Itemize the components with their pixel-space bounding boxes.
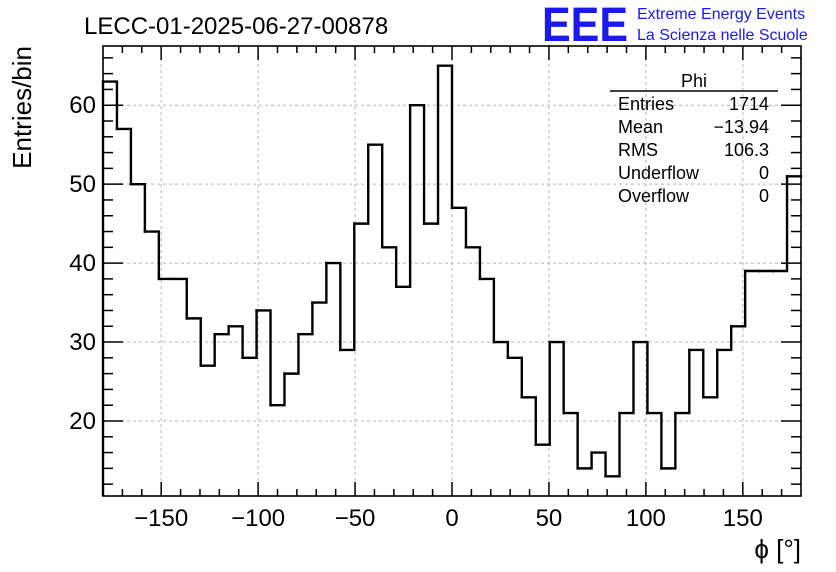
histogram-bin xyxy=(618,340,635,415)
histogram-bin xyxy=(506,356,523,399)
histogram-bin xyxy=(688,348,705,399)
histogram-bin xyxy=(632,340,649,415)
stats-underflow-label: Underflow xyxy=(618,163,700,183)
eee-logo: EEE Extreme Energy Events La Scienza nel… xyxy=(542,0,808,52)
stats-box: Phi Entries 1714 Mean −13.94 RMS 106.3 U… xyxy=(610,71,778,206)
histogram-bin xyxy=(534,340,551,446)
histogram-bin xyxy=(283,332,300,375)
histogram-bin xyxy=(702,348,719,399)
stats-mean-label: Mean xyxy=(618,117,663,137)
histogram-bin xyxy=(227,325,244,360)
y-tick-label: 40 xyxy=(69,250,96,277)
histogram-bin xyxy=(325,261,342,352)
histogram-bin xyxy=(367,143,384,249)
histogram-bin xyxy=(590,451,607,478)
histogram-bin xyxy=(660,411,677,470)
stats-overflow-value: 0 xyxy=(759,186,769,206)
histogram-bin xyxy=(576,451,593,470)
x-tick-label: 150 xyxy=(723,505,763,532)
histogram-bin xyxy=(674,348,691,415)
y-tick-label: 30 xyxy=(69,329,96,356)
stats-rms-label: RMS xyxy=(618,140,658,160)
histogram-bin xyxy=(408,104,426,225)
y-tick-label: 20 xyxy=(69,408,96,435)
x-tick-label: −50 xyxy=(335,505,376,532)
stats-entries-value: 1714 xyxy=(729,94,769,114)
stats-underflow-value: 0 xyxy=(759,163,769,183)
y-tick-label: 60 xyxy=(69,92,96,119)
histogram-bin xyxy=(422,64,440,225)
histogram-bin xyxy=(101,80,119,131)
histogram-bin xyxy=(297,301,314,336)
x-tick-label: 100 xyxy=(626,505,666,532)
histogram-bin xyxy=(311,261,328,304)
histogram-bin xyxy=(269,372,286,407)
histogram-bin xyxy=(199,332,216,367)
histogram-bin xyxy=(478,277,496,344)
histogram-bin xyxy=(129,182,147,233)
x-tick-label: −150 xyxy=(134,505,188,532)
histogram-bin xyxy=(381,246,398,288)
histogram-bin xyxy=(548,340,565,415)
histogram-bin xyxy=(730,269,747,328)
stats-title: Phi xyxy=(681,71,707,91)
stats-mean-value: −13.94 xyxy=(713,117,769,137)
histogram-bin xyxy=(716,325,733,352)
eee-logo-mark: EEE xyxy=(542,0,628,52)
histogram-bin xyxy=(143,230,161,281)
x-axis-label: ϕ [°] xyxy=(754,534,801,564)
logo-line-2: La Scienza nelle Scuole xyxy=(637,27,808,44)
tick-labels: −150 −100 −50 0 50 100 150 20 30 40 50 60 xyxy=(69,92,763,532)
x-tick-label: −100 xyxy=(231,505,285,532)
histogram-bin xyxy=(464,246,482,281)
histogram-bin xyxy=(450,206,468,249)
histogram-bin xyxy=(394,104,412,288)
axis-ticks xyxy=(103,46,801,496)
histogram-bin xyxy=(115,127,133,186)
histogram-bin xyxy=(604,411,621,478)
histogram-bin xyxy=(213,325,230,336)
histogram-bin xyxy=(562,411,579,470)
histogram-bin xyxy=(339,222,356,352)
histogram-bin xyxy=(520,396,537,446)
x-tick-label: 0 xyxy=(445,505,458,532)
stats-overflow-label: Overflow xyxy=(618,186,690,206)
histogram-bin xyxy=(492,340,510,360)
histogram-bin xyxy=(436,64,454,210)
histogram-bin xyxy=(771,175,789,273)
histogram-bin xyxy=(171,277,188,320)
stats-rms-value: 106.3 xyxy=(724,140,769,160)
y-tick-label: 50 xyxy=(69,171,96,198)
histogram-bin xyxy=(646,411,663,470)
stats-entries-label: Entries xyxy=(618,94,674,114)
histogram-bin xyxy=(241,309,258,360)
x-tick-label: 50 xyxy=(536,505,563,532)
y-axis-label: Entries/bin xyxy=(7,46,37,169)
histogram-bin xyxy=(255,309,272,407)
logo-line-1: Extreme Energy Events xyxy=(637,6,805,23)
histogram-bin xyxy=(353,143,370,225)
histogram-bin xyxy=(185,317,202,367)
chart-title: LECC-01-2025-06-27-00878 xyxy=(84,13,388,40)
